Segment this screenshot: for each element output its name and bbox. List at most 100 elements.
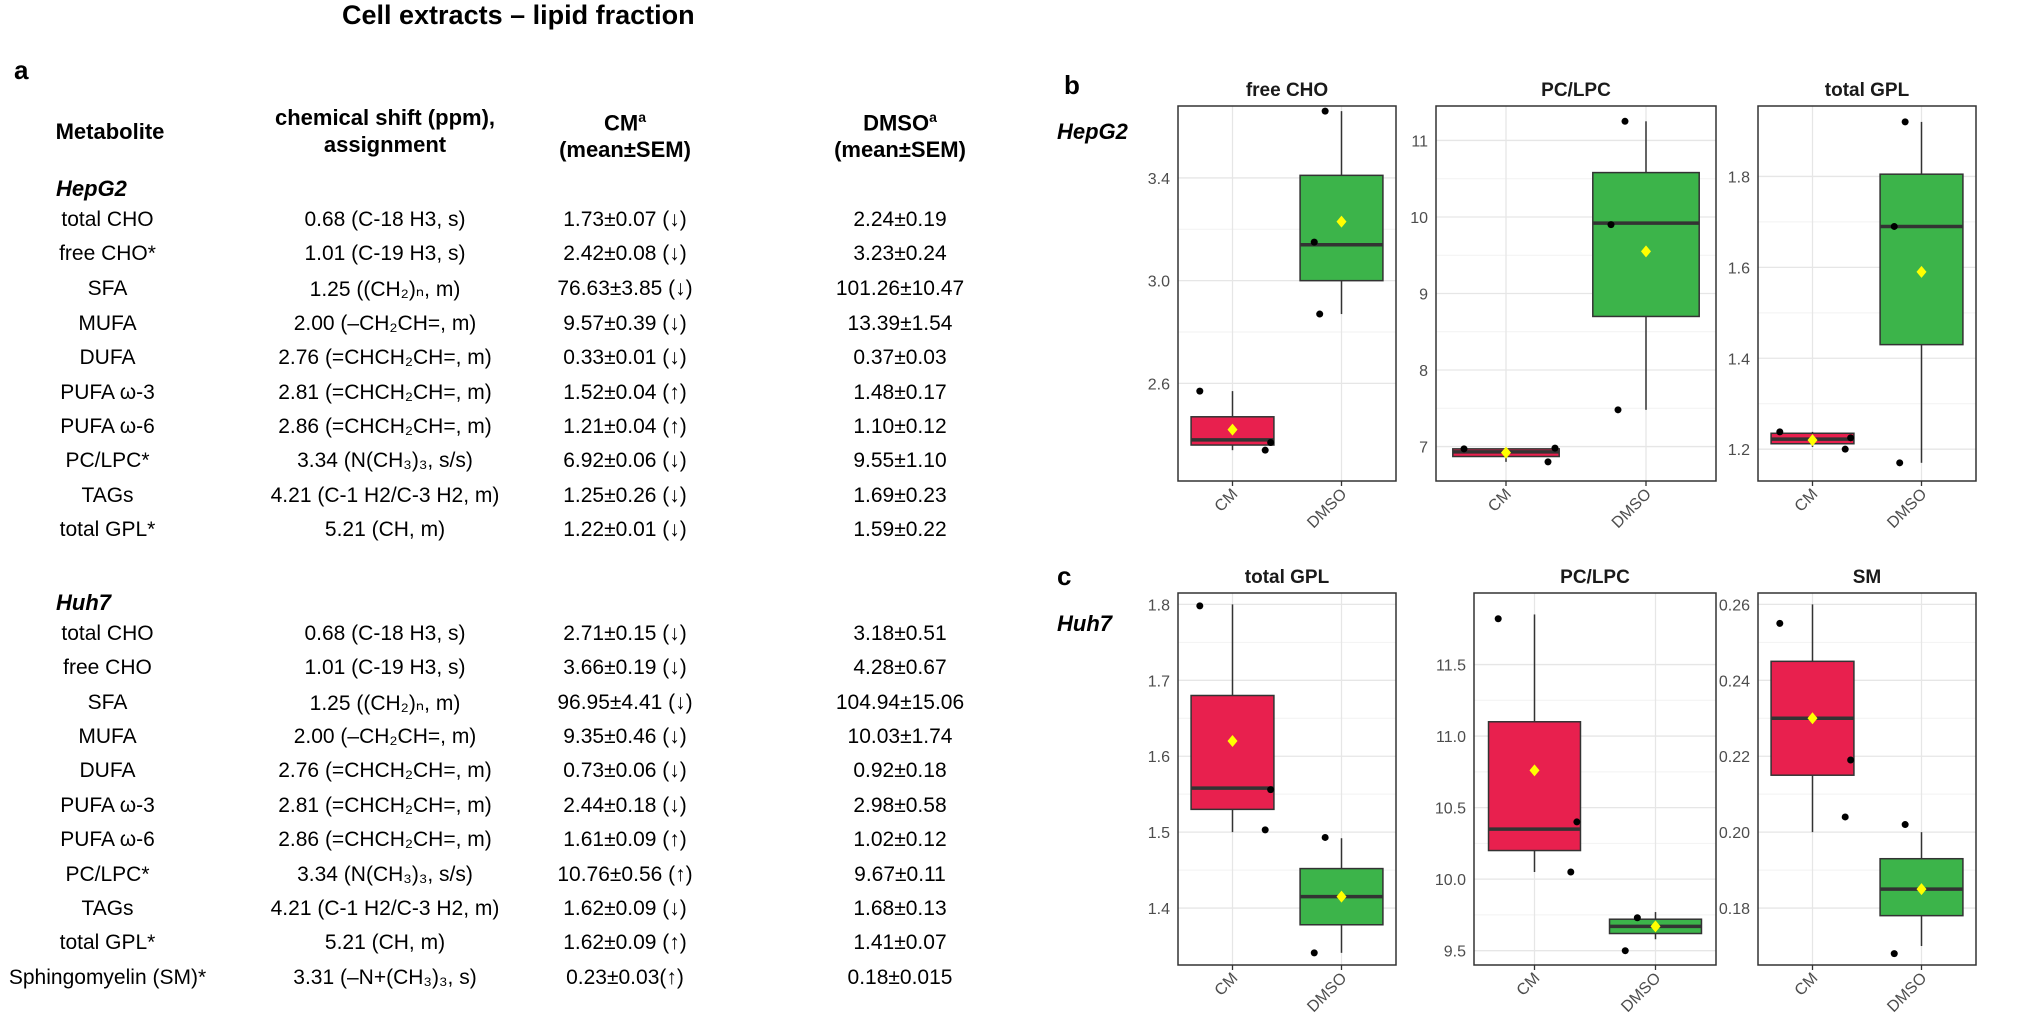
table-row: Sphingomyelin (SM)* 3.31 (–N+(CH₃)₃, s) 0.… (0, 966, 1040, 1000)
y-tick-label: 1.2 (1728, 442, 1750, 459)
table-row: total CHO 0.68 (C-18 H3, s) 2.71±0.15 (↓) 3… (0, 622, 1040, 656)
cell-dmso-value: 2.98±0.58 (853, 794, 947, 817)
box-dmso (1592, 171, 1700, 318)
panel-title: free CHO (1246, 80, 1328, 101)
cell-cm-value: 0.23±0.03(↑) (566, 966, 684, 989)
x-tick-label: CM (1212, 970, 1242, 1000)
cell-chemical-shift: 2.00 (–CH₂CH=, m) (293, 312, 477, 335)
box-cm (1487, 721, 1582, 852)
cell-cm-value: 10.76±0.56 (↑) (557, 863, 693, 886)
mean-marker (1807, 434, 1818, 447)
y-tick-label: 10.0 (1435, 872, 1466, 889)
cell-cm-value: 1.61±0.09 (↑) (563, 828, 687, 851)
cell-metabolite: total CHO (61, 622, 154, 645)
data-point (1196, 387, 1204, 395)
header-dmso-line2: (mean±SEM) (834, 137, 966, 163)
y-tick-label: 9 (1419, 287, 1428, 304)
cell-metabolite: total CHO (61, 208, 154, 231)
table-row: free CHO 1.01 (C-19 H3, s) 3.66±0.19 (↓) 4.… (0, 656, 1040, 690)
cell-chemical-shift: 2.81 (=CHCH₂CH=, m) (278, 381, 492, 404)
cell-cm-value: 2.44±0.18 (↓) (563, 794, 687, 817)
mean-marker (1529, 764, 1540, 777)
data-point (1567, 868, 1575, 876)
y-tick-label: 0.18 (1719, 901, 1750, 918)
mean-marker (1641, 245, 1651, 258)
cell-chemical-shift: 5.21 (CH, m) (324, 518, 446, 541)
cell-chemical-shift: 2.00 (–CH₂CH=, m) (293, 725, 477, 748)
cell-dmso-value: 10.03±1.74 (847, 725, 953, 748)
data-point (1261, 826, 1269, 834)
mean-marker (1227, 735, 1238, 748)
data-point (1614, 406, 1622, 414)
cell-chemical-shift: 1.01 (C-19 H3, s) (304, 242, 466, 265)
y-tick-label: 2.6 (1148, 376, 1170, 393)
cell-chemical-shift: 4.21 (C-1 H2/C-3 H2, m) (270, 484, 500, 507)
data-point (1776, 619, 1784, 627)
panel-title: PC/LPC (1541, 80, 1611, 101)
cell-dmso-value: 9.55±1.10 (853, 449, 947, 472)
cell-chemical-shift: 1.01 (C-19 H3, s) (304, 656, 466, 679)
cell-dmso-value: 1.02±0.12 (853, 828, 947, 851)
y-tick-label: 0.22 (1719, 749, 1750, 766)
header-shift-line2: assignment (323, 132, 447, 157)
cell-dmso-value: 2.24±0.19 (853, 208, 947, 231)
panel-title: total GPL (1825, 80, 1910, 101)
header-dmso-sup: a (929, 109, 937, 125)
data-point (1310, 949, 1318, 957)
data-point (1196, 602, 1204, 610)
cell-dmso-value: 104.94±15.06 (835, 691, 965, 714)
cell-metabolite: PC/LPC* (65, 449, 150, 472)
header-cm-label: CM (603, 110, 639, 136)
y-tick-label: 1.7 (1148, 673, 1170, 690)
mean-marker (1336, 890, 1347, 903)
cell-dmso-value: 4.28±0.67 (853, 656, 947, 679)
mean-marker (1916, 883, 1927, 896)
cell-metabolite: PUFA ω-3 (60, 794, 155, 817)
table-row: MUFA 2.00 (–CH₂CH=, m) 9.35±0.46 (↓) 10.03±… (0, 725, 1040, 759)
cell-dmso-value: 9.67±0.11 (854, 863, 946, 886)
table-row: total CHO 0.68 (C-18 H3, s) 1.73±0.07 (↓) 2… (0, 208, 1040, 242)
cell-cm-value: 1.73±0.07 (↓) (563, 208, 687, 231)
row-label-huh7: Huh7 (1057, 611, 1112, 636)
cell-cm-value: 2.71±0.15 (↓) (563, 622, 687, 645)
x-tick-label: DMSO (1609, 486, 1655, 532)
table-row: PUFA ω-6 2.86 (=CHCH₂CH=, m) 1.61±0.09 (↑)… (0, 828, 1040, 862)
cell-metabolite: PC/LPC* (65, 863, 150, 886)
panel-border (1435, 105, 1717, 482)
data-point (1621, 117, 1629, 125)
panel-label-b: b (1064, 70, 1080, 100)
figure-title: Cell extracts – lipid fraction (342, 0, 695, 30)
data-point (1573, 818, 1581, 826)
data-point (1621, 947, 1629, 955)
y-tick-label: 10 (1410, 210, 1428, 227)
data-point (1776, 428, 1784, 436)
cell-chemical-shift: 0.68 (C-18 H3, s) (304, 622, 466, 645)
data-point (1267, 786, 1275, 794)
table-row: MUFA 2.00 (–CH₂CH=, m) 9.57±0.39 (↓) 13.39±… (0, 312, 1040, 346)
data-point (1901, 118, 1909, 126)
y-tick-label: 1.5 (1148, 825, 1170, 842)
x-tick-label: DMSO (1884, 970, 1930, 1016)
cell-cm-value: 96.95±4.41 (↓) (557, 691, 693, 714)
cell-cm-value: 0.33±0.01 (↓) (563, 346, 687, 369)
table-row: PC/LPC* 3.34 (N(CH₃)₃, s/s) 6.92±0.06 (↓) 9… (0, 449, 1040, 483)
panel-title: PC/LPC (1560, 567, 1630, 588)
cell-dmso-value: 1.59±0.22 (853, 518, 947, 541)
cell-cm-value: 1.62±0.09 (↓) (563, 897, 687, 920)
cell-dmso-value: 1.69±0.23 (853, 484, 947, 507)
y-tick-label: 3.0 (1148, 274, 1170, 291)
cell-metabolite: MUFA (78, 312, 137, 335)
table-row: PUFA ω-6 2.86 (=CHCH₂CH=, m) 1.21±0.04 (↑)… (0, 415, 1040, 449)
table-row: TAGs 4.21 (C-1 H2/C-3 H2, m) 1.62±0.09 (↓)… (0, 897, 1040, 931)
cell-metabolite: total GPL* (59, 518, 156, 541)
data-point (1890, 222, 1898, 230)
table-row: TAGs 4.21 (C-1 H2/C-3 H2, m) 1.25±0.26 (↓)… (0, 484, 1040, 518)
y-tick-label: 0.24 (1719, 673, 1750, 690)
cell-dmso-value: 0.92±0.18 (853, 759, 947, 782)
panel-border (1757, 592, 1977, 966)
header-shift-line1: chemical shift (ppm), (274, 105, 496, 130)
cell-chemical-shift: 4.21 (C-1 H2/C-3 H2, m) (270, 897, 500, 920)
cell-chemical-shift: 3.31 (–N+(CH₃)₃, s) (293, 966, 477, 989)
table-row: DUFA 2.76 (=CHCH₂CH=, m) 0.73±0.06 (↓) 0.92… (0, 759, 1040, 793)
